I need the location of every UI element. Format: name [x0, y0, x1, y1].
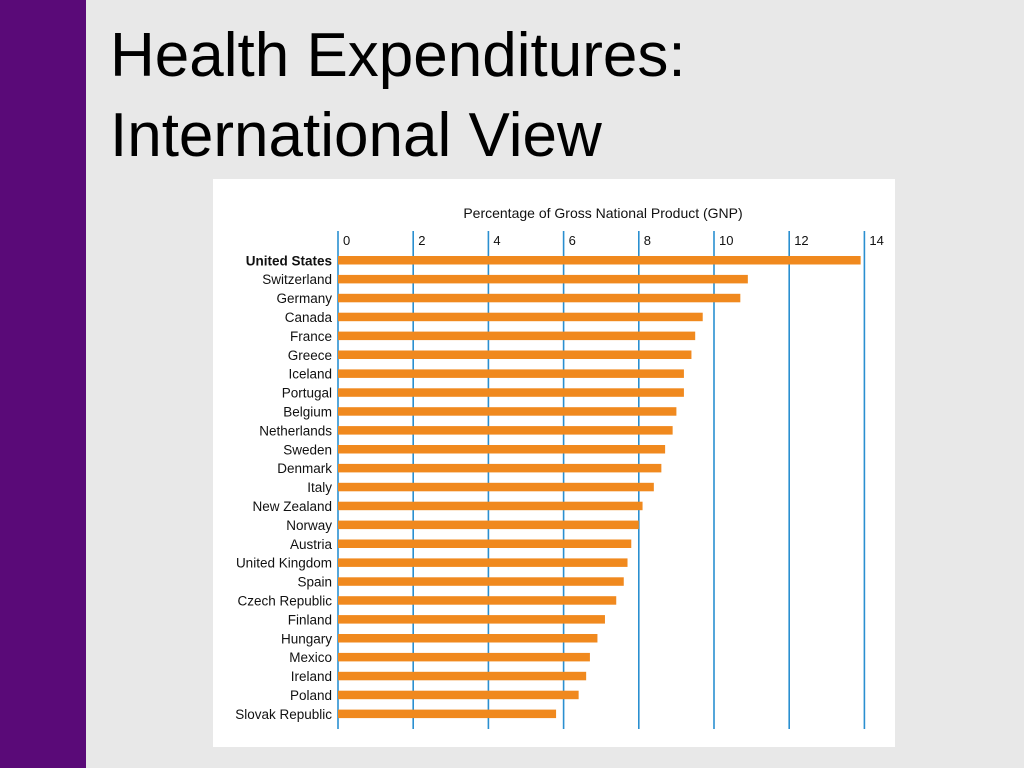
- category-label-czech-republic: Czech Republic: [237, 593, 332, 608]
- x-tick-label-2: 2: [418, 233, 425, 248]
- bars: [338, 256, 861, 719]
- category-label-ireland: Ireland: [291, 669, 332, 684]
- bar-norway: [338, 520, 639, 530]
- chart-title: Percentage of Gross National Product (GN…: [463, 205, 742, 221]
- category-label-united-states: United States: [246, 253, 332, 268]
- bar-spain: [338, 577, 624, 586]
- x-tick-label-14: 14: [869, 233, 883, 248]
- x-tick-label-4: 4: [493, 233, 500, 248]
- category-label-belgium: Belgium: [283, 404, 332, 419]
- bar-denmark: [338, 463, 662, 473]
- bar-united-states: [338, 256, 861, 265]
- x-tick-label-0: 0: [343, 233, 350, 248]
- chart-panel: Percentage of Gross National Product (GN…: [213, 179, 895, 747]
- category-label-greece: Greece: [288, 348, 332, 363]
- category-label-canada: Canada: [285, 310, 333, 325]
- bar-iceland: [338, 369, 684, 378]
- bar-united-kingdom: [338, 558, 628, 567]
- category-label-finland: Finland: [288, 612, 332, 627]
- category-label-spain: Spain: [297, 575, 332, 590]
- category-label-iceland: Iceland: [288, 367, 332, 382]
- bar-italy: [338, 482, 654, 492]
- category-label-denmark: Denmark: [277, 461, 332, 476]
- bar-slovak-republic: [338, 709, 557, 719]
- x-tick-label-12: 12: [794, 233, 808, 248]
- category-label-mexico: Mexico: [289, 650, 332, 665]
- bar-mexico: [338, 652, 590, 662]
- x-tick-label-6: 6: [569, 233, 576, 248]
- bar-czech-republic: [338, 596, 617, 605]
- slide-title-line-2: International View: [110, 101, 602, 170]
- bar-netherlands: [338, 426, 673, 435]
- category-labels: United States Switzerland Germany Canada Fra…: [235, 253, 332, 722]
- bar-portugal: [338, 388, 684, 397]
- slide-title: Health Expenditures: International View: [110, 16, 990, 176]
- bar-greece: [338, 350, 692, 359]
- category-label-france: France: [290, 329, 332, 344]
- bar-canada: [338, 312, 703, 322]
- bar-austria: [338, 539, 632, 548]
- category-label-slovak-republic: Slovak Republic: [235, 707, 332, 722]
- bar-new-zealand: [338, 501, 643, 511]
- category-label-poland: Poland: [290, 688, 332, 703]
- category-label-germany: Germany: [276, 291, 332, 306]
- slide-title-line-1: Health Expenditures:: [110, 21, 686, 90]
- category-label-switzerland: Switzerland: [262, 272, 332, 287]
- gnp-bar-chart: Percentage of Gross National Product (GN…: [235, 205, 884, 729]
- category-label-united-kingdom: United Kingdom: [236, 556, 332, 571]
- side-accent-bar: [0, 0, 86, 768]
- category-label-italy: Italy: [307, 480, 332, 495]
- category-label-norway: Norway: [286, 518, 332, 533]
- bar-ireland: [338, 671, 587, 681]
- bar-sweden: [338, 445, 666, 454]
- category-label-hungary: Hungary: [281, 631, 332, 646]
- x-tick-label-10: 10: [719, 233, 733, 248]
- bar-germany: [338, 293, 741, 303]
- x-tick-labels: 0 2 4 6 8 10 12 14: [343, 233, 884, 248]
- bar-belgium: [338, 407, 677, 416]
- category-label-netherlands: Netherlands: [259, 423, 332, 438]
- category-label-portugal: Portugal: [282, 386, 332, 401]
- bar-poland: [338, 690, 579, 700]
- bar-france: [338, 331, 696, 341]
- category-label-austria: Austria: [290, 537, 333, 552]
- category-label-new-zealand: New Zealand: [252, 499, 332, 514]
- bar-hungary: [338, 634, 598, 643]
- category-label-sweden: Sweden: [283, 442, 332, 457]
- x-tick-label-8: 8: [644, 233, 651, 248]
- bar-switzerland: [338, 274, 748, 284]
- bar-finland: [338, 615, 605, 624]
